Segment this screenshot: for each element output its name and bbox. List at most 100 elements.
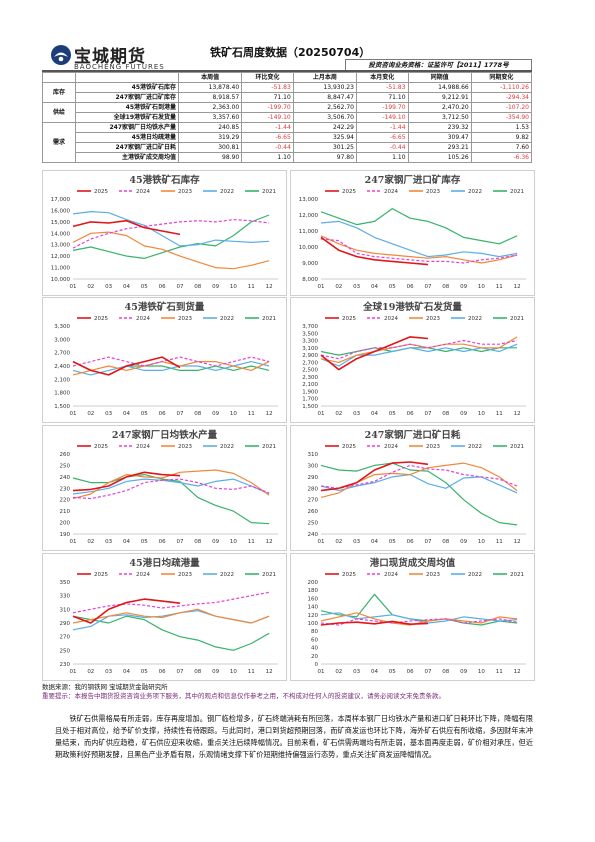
- x-tick-label: 04: [371, 539, 378, 545]
- x-tick-label: 08: [194, 669, 201, 675]
- x-tick-label: 11: [248, 669, 255, 675]
- legend-label: 2025: [94, 444, 108, 450]
- chart-svg: 45港铁矿石库存 2025 2024 2023 2022 2021 17,000 16,000…: [51, 174, 278, 290]
- y-tick-label: 250: [60, 463, 71, 469]
- y-tick-label: 3,500: [302, 331, 318, 337]
- x-tick-label: 09: [212, 539, 219, 545]
- table-cell: -1,110.26: [470, 82, 533, 93]
- y-tick-label: 11,000: [299, 229, 319, 235]
- x-tick-label: 01: [318, 284, 325, 290]
- legend-label: 2025: [342, 572, 356, 578]
- y-tick-label: 210: [60, 509, 71, 515]
- y-tick-label: 1,800: [54, 391, 70, 397]
- legend-label: 2025: [94, 316, 108, 322]
- table-cell: -6.36: [470, 152, 533, 163]
- x-tick-label: 02: [335, 539, 342, 545]
- x-tick-label: 12: [514, 669, 521, 675]
- table-cell: 9,212.91: [407, 92, 472, 103]
- table-cell: 242.29: [292, 122, 357, 133]
- y-tick-label: 250: [308, 521, 319, 527]
- x-tick-label: 02: [87, 284, 94, 290]
- table-cell: -0.44: [241, 142, 294, 153]
- table-cell: 319.29: [177, 132, 243, 143]
- x-tick-label: 12: [266, 411, 273, 417]
- table-cell: 14,988.66: [407, 82, 472, 93]
- y-tick-label: 60: [311, 637, 318, 643]
- series-line-2025: [72, 598, 181, 624]
- legend-label: 2022: [220, 189, 234, 195]
- x-tick-label: 04: [371, 411, 378, 417]
- legend-label: 2025: [342, 444, 356, 450]
- legend-label: 2023: [426, 316, 440, 322]
- x-tick-label: 05: [389, 411, 396, 417]
- x-tick-label: 06: [407, 284, 414, 290]
- x-tick-label: 02: [87, 539, 94, 545]
- x-tick-label: 04: [123, 411, 130, 417]
- x-tick-label: 03: [353, 669, 360, 675]
- x-tick-label: 11: [496, 284, 503, 290]
- y-tick-label: 2,500: [302, 368, 318, 374]
- y-tick-label: 250: [60, 648, 71, 654]
- legend-label: 2022: [468, 444, 482, 450]
- series-line-2023: [72, 231, 270, 270]
- legend-label: 2022: [468, 189, 482, 195]
- series-line-2025: [72, 471, 181, 492]
- series-line-2021: [72, 615, 270, 651]
- series-line-2025: [320, 236, 429, 266]
- group-label: 库存: [42, 82, 76, 103]
- x-tick-label: 09: [460, 411, 467, 417]
- y-tick-label: 20: [311, 654, 318, 660]
- y-tick-label: 3,100: [302, 346, 318, 352]
- y-tick-label: 10,000: [299, 245, 319, 251]
- y-tick-label: 290: [308, 475, 319, 481]
- legend-label: 2024: [384, 572, 398, 578]
- table-cell: 3,712.50: [407, 112, 472, 123]
- table-cell: 325.94: [292, 132, 357, 143]
- series-line-2023: [72, 608, 270, 624]
- x-tick-label: 11: [248, 539, 255, 545]
- y-tick-label: 220: [60, 498, 71, 504]
- x-tick-label: 03: [105, 539, 112, 545]
- table-row: 45港日均疏港量 319.29 -6.65 325.94 -6.65 309.4…: [43, 132, 533, 143]
- legend-label: 2023: [426, 189, 440, 195]
- x-tick-label: 09: [212, 669, 219, 675]
- chart-svg: 45港日均疏港量 2025 2024 2023 2022 2021 350 330 310 290…: [60, 557, 278, 675]
- y-tick-label: 2,700: [302, 360, 318, 366]
- table-cell: 13,878.40: [177, 82, 243, 93]
- chart-title: 45港铁矿石库存: [129, 174, 200, 186]
- series-line-2022: [320, 612, 518, 624]
- x-tick-label: 10: [230, 411, 237, 417]
- y-tick-label: 8,000: [302, 277, 318, 283]
- series-line-2023: [320, 235, 518, 264]
- chart-panel: 247家钢厂进口矿日耗 2025 2024 2023 2022 2021 310 300 290…: [290, 425, 535, 551]
- series-line-2024: [320, 339, 518, 360]
- y-tick-label: 2,400: [54, 364, 70, 370]
- legend-label: 2021: [262, 444, 276, 450]
- x-tick-label: 06: [159, 411, 166, 417]
- x-tick-label: 01: [70, 284, 77, 290]
- table-cell: 105.26: [407, 152, 472, 163]
- chart-title: 全球19港铁矿石发货量: [362, 301, 462, 313]
- y-tick-label: 300: [308, 463, 319, 469]
- x-tick-label: 02: [87, 411, 94, 417]
- chart-panel: 247家钢厂日均铁水产量 2025 2024 2023 2022 2021 260 250 24…: [42, 425, 287, 551]
- y-tick-label: 310: [60, 607, 71, 613]
- legend-label: 2023: [178, 189, 192, 195]
- column-header: 同期值: [407, 72, 472, 83]
- x-tick-label: 01: [70, 669, 77, 675]
- x-tick-label: 06: [407, 539, 414, 545]
- table-cell: 309.47: [407, 132, 472, 143]
- x-tick-label: 09: [460, 284, 467, 290]
- table-cell: -1.44: [241, 122, 294, 133]
- row-label: 247家钢厂日均铁水产量: [75, 122, 179, 133]
- y-tick-label: 100: [308, 621, 319, 627]
- x-tick-label: 10: [478, 539, 485, 545]
- legend-label: 2021: [510, 444, 524, 450]
- x-tick-label: 11: [248, 284, 255, 290]
- y-tick-label: 240: [308, 532, 319, 538]
- x-tick-label: 04: [123, 284, 130, 290]
- legend-label: 2024: [136, 444, 150, 450]
- legend-label: 2023: [426, 572, 440, 578]
- legend-label: 2022: [220, 572, 234, 578]
- y-tick-label: 1,700: [302, 397, 318, 403]
